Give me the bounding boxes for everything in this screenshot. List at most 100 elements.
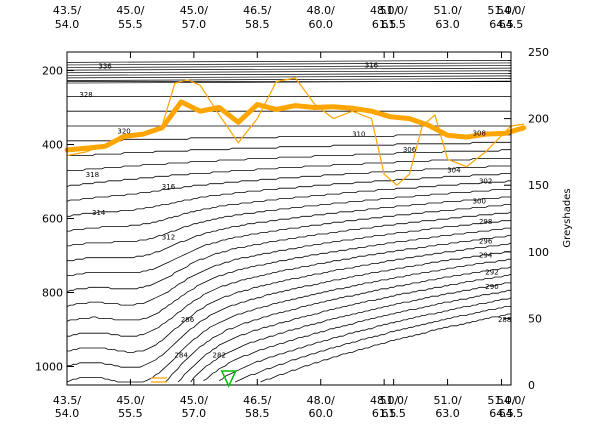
contour-line-306 bbox=[66, 220, 511, 307]
contour-line-290 bbox=[190, 282, 511, 383]
contour-label: 286 bbox=[181, 316, 195, 324]
upper-contour-line bbox=[66, 60, 512, 63]
x-tick-top-label-1: 45.0/ bbox=[116, 4, 144, 17]
x-tick-bottom-label-2: 64.5 bbox=[489, 407, 514, 420]
x-tick-top-label-2: 60.0 bbox=[308, 18, 333, 31]
contour-line-314 bbox=[67, 189, 511, 247]
contour-line-304 bbox=[66, 227, 511, 322]
contour-label: 288 bbox=[498, 316, 511, 324]
contour-label: 304 bbox=[447, 166, 461, 174]
x-tick-top-label-1: 54.0/ bbox=[497, 4, 525, 17]
x-tick-top-label-1: 51.0/ bbox=[433, 4, 461, 17]
x-tick-top-label-1: 43.5/ bbox=[53, 4, 81, 17]
upper-contour-line bbox=[66, 72, 512, 76]
contour-label: 296 bbox=[479, 238, 493, 246]
y-tick-left-label: 200 bbox=[42, 65, 63, 78]
contour-line-324 bbox=[67, 149, 511, 171]
contour-label: 290 bbox=[485, 283, 498, 291]
contour-label: 316 bbox=[162, 183, 176, 191]
contour-label: 320 bbox=[117, 127, 130, 135]
x-tick-top-label-1: 48.0/ bbox=[370, 4, 398, 17]
x-tick-bottom-label-2: 63.0 bbox=[435, 407, 460, 420]
contour-label: 314 bbox=[92, 209, 106, 217]
contour-line-310 bbox=[67, 203, 511, 276]
x-tick-top-label-1: 51.0/ bbox=[380, 4, 408, 17]
data-series bbox=[64, 77, 527, 186]
contour-line-302 bbox=[67, 235, 511, 337]
x-tick-bottom-label-2: 61.5 bbox=[381, 407, 406, 420]
x-tick-bottom-label-1: 51.0/ bbox=[433, 394, 461, 407]
contour-line-316 bbox=[67, 180, 511, 232]
contour-label: 308 bbox=[473, 129, 486, 137]
x-tick-bottom-label-1: 54.0/ bbox=[497, 394, 525, 407]
upper-contour-line bbox=[66, 80, 512, 84]
upper-contour-line bbox=[66, 70, 512, 74]
x-tick-bottom-label-1: 45.0/ bbox=[180, 394, 208, 407]
contour-line-286 bbox=[219, 297, 512, 381]
x-tick-bottom-label-2: 57.0 bbox=[182, 407, 207, 420]
plot-border bbox=[66, 51, 512, 386]
x-tick-top-label-2: 61.5 bbox=[372, 18, 397, 31]
contour-line-282 bbox=[260, 313, 511, 383]
contour-label: 294 bbox=[479, 252, 493, 260]
y-tick-right-label: 200 bbox=[528, 113, 549, 126]
contour-label: 336 bbox=[98, 63, 112, 71]
contour-label: 328 bbox=[79, 91, 92, 99]
x-tick-top-label-2: 55.5 bbox=[118, 18, 143, 31]
plot-frame bbox=[66, 51, 512, 386]
contour-label: 310 bbox=[352, 130, 365, 138]
contour-label: 302 bbox=[479, 177, 492, 185]
x-tick-bottom-label-2: 54.0 bbox=[55, 407, 80, 420]
x-tick-bottom-label-1: 51.0/ bbox=[487, 394, 515, 407]
contour-label: 312 bbox=[162, 234, 175, 242]
x-tick-bottom-label-1: 51.0/ bbox=[380, 394, 408, 407]
axes: 43.5/54.043.5/54.045.0/55.545.0/55.545.0… bbox=[35, 4, 573, 420]
series-line-thin bbox=[66, 77, 525, 186]
upper-contour-line bbox=[66, 62, 512, 66]
x-tick-bottom-label-1: 46.5/ bbox=[243, 394, 271, 407]
x-tick-bottom-label-1: 45.0/ bbox=[116, 394, 144, 407]
contour-label: 300 bbox=[473, 198, 486, 206]
x-tick-bottom-label-1: 43.5/ bbox=[53, 394, 81, 407]
x-tick-top-label-2: 63.0 bbox=[435, 18, 460, 31]
contour-line-300 bbox=[67, 242, 512, 353]
contour-label: 292 bbox=[485, 269, 498, 277]
x-tick-bottom-label-1: 48.0/ bbox=[307, 394, 335, 407]
upper-contour-line bbox=[66, 65, 512, 68]
y-tick-left-label: 400 bbox=[42, 139, 63, 152]
x-tick-top-label-2: 54.0 bbox=[55, 18, 80, 31]
y-tick-left-label: 600 bbox=[42, 213, 63, 226]
x-tick-top-label-1: 46.5/ bbox=[243, 4, 271, 17]
x-tick-top-label-1: 51.0/ bbox=[487, 4, 515, 17]
markers bbox=[150, 370, 237, 388]
contour-line-284 bbox=[234, 306, 511, 383]
y-tick-right-label: 250 bbox=[528, 46, 549, 59]
y-tick-right-label: 100 bbox=[528, 246, 549, 259]
x-tick-bottom-label-1: 48.0/ bbox=[370, 394, 398, 407]
contour-label: 316 bbox=[365, 62, 379, 70]
contour-label: 282 bbox=[213, 351, 226, 359]
contour-line-326 bbox=[67, 141, 511, 157]
x-tick-top-label-2: 64.5 bbox=[499, 18, 524, 31]
contour-label: 318 bbox=[86, 171, 99, 179]
isentrope-contours bbox=[66, 60, 512, 383]
y-tick-right-label: 50 bbox=[528, 312, 542, 325]
contour-line-322 bbox=[66, 158, 511, 188]
contour-line-296 bbox=[66, 258, 511, 383]
x-tick-bottom-label-2: 61.5 bbox=[372, 407, 397, 420]
contour-label: 306 bbox=[403, 146, 417, 154]
x-tick-top-label-2: 57.0 bbox=[182, 18, 207, 31]
x-tick-top-label-1: 45.0/ bbox=[180, 4, 208, 17]
y-tick-right-label: 150 bbox=[528, 179, 549, 192]
green-triangle-marker bbox=[220, 370, 237, 388]
contour-label: 298 bbox=[479, 218, 492, 226]
y-tick-left-label: 1000 bbox=[35, 361, 63, 374]
x-tick-top-label-2: 58.5 bbox=[245, 18, 270, 31]
x-tick-top-label-2: 64.5 bbox=[489, 18, 514, 31]
contour-line-288 bbox=[203, 289, 511, 381]
x-tick-bottom-label-2: 58.5 bbox=[245, 407, 270, 420]
y-tick-right-label: 0 bbox=[528, 379, 535, 392]
contour-labels: 336 316 328 320 318 316 314 312 310 308 306 304 302 3… bbox=[79, 62, 511, 360]
contour-line-308 bbox=[66, 211, 512, 293]
